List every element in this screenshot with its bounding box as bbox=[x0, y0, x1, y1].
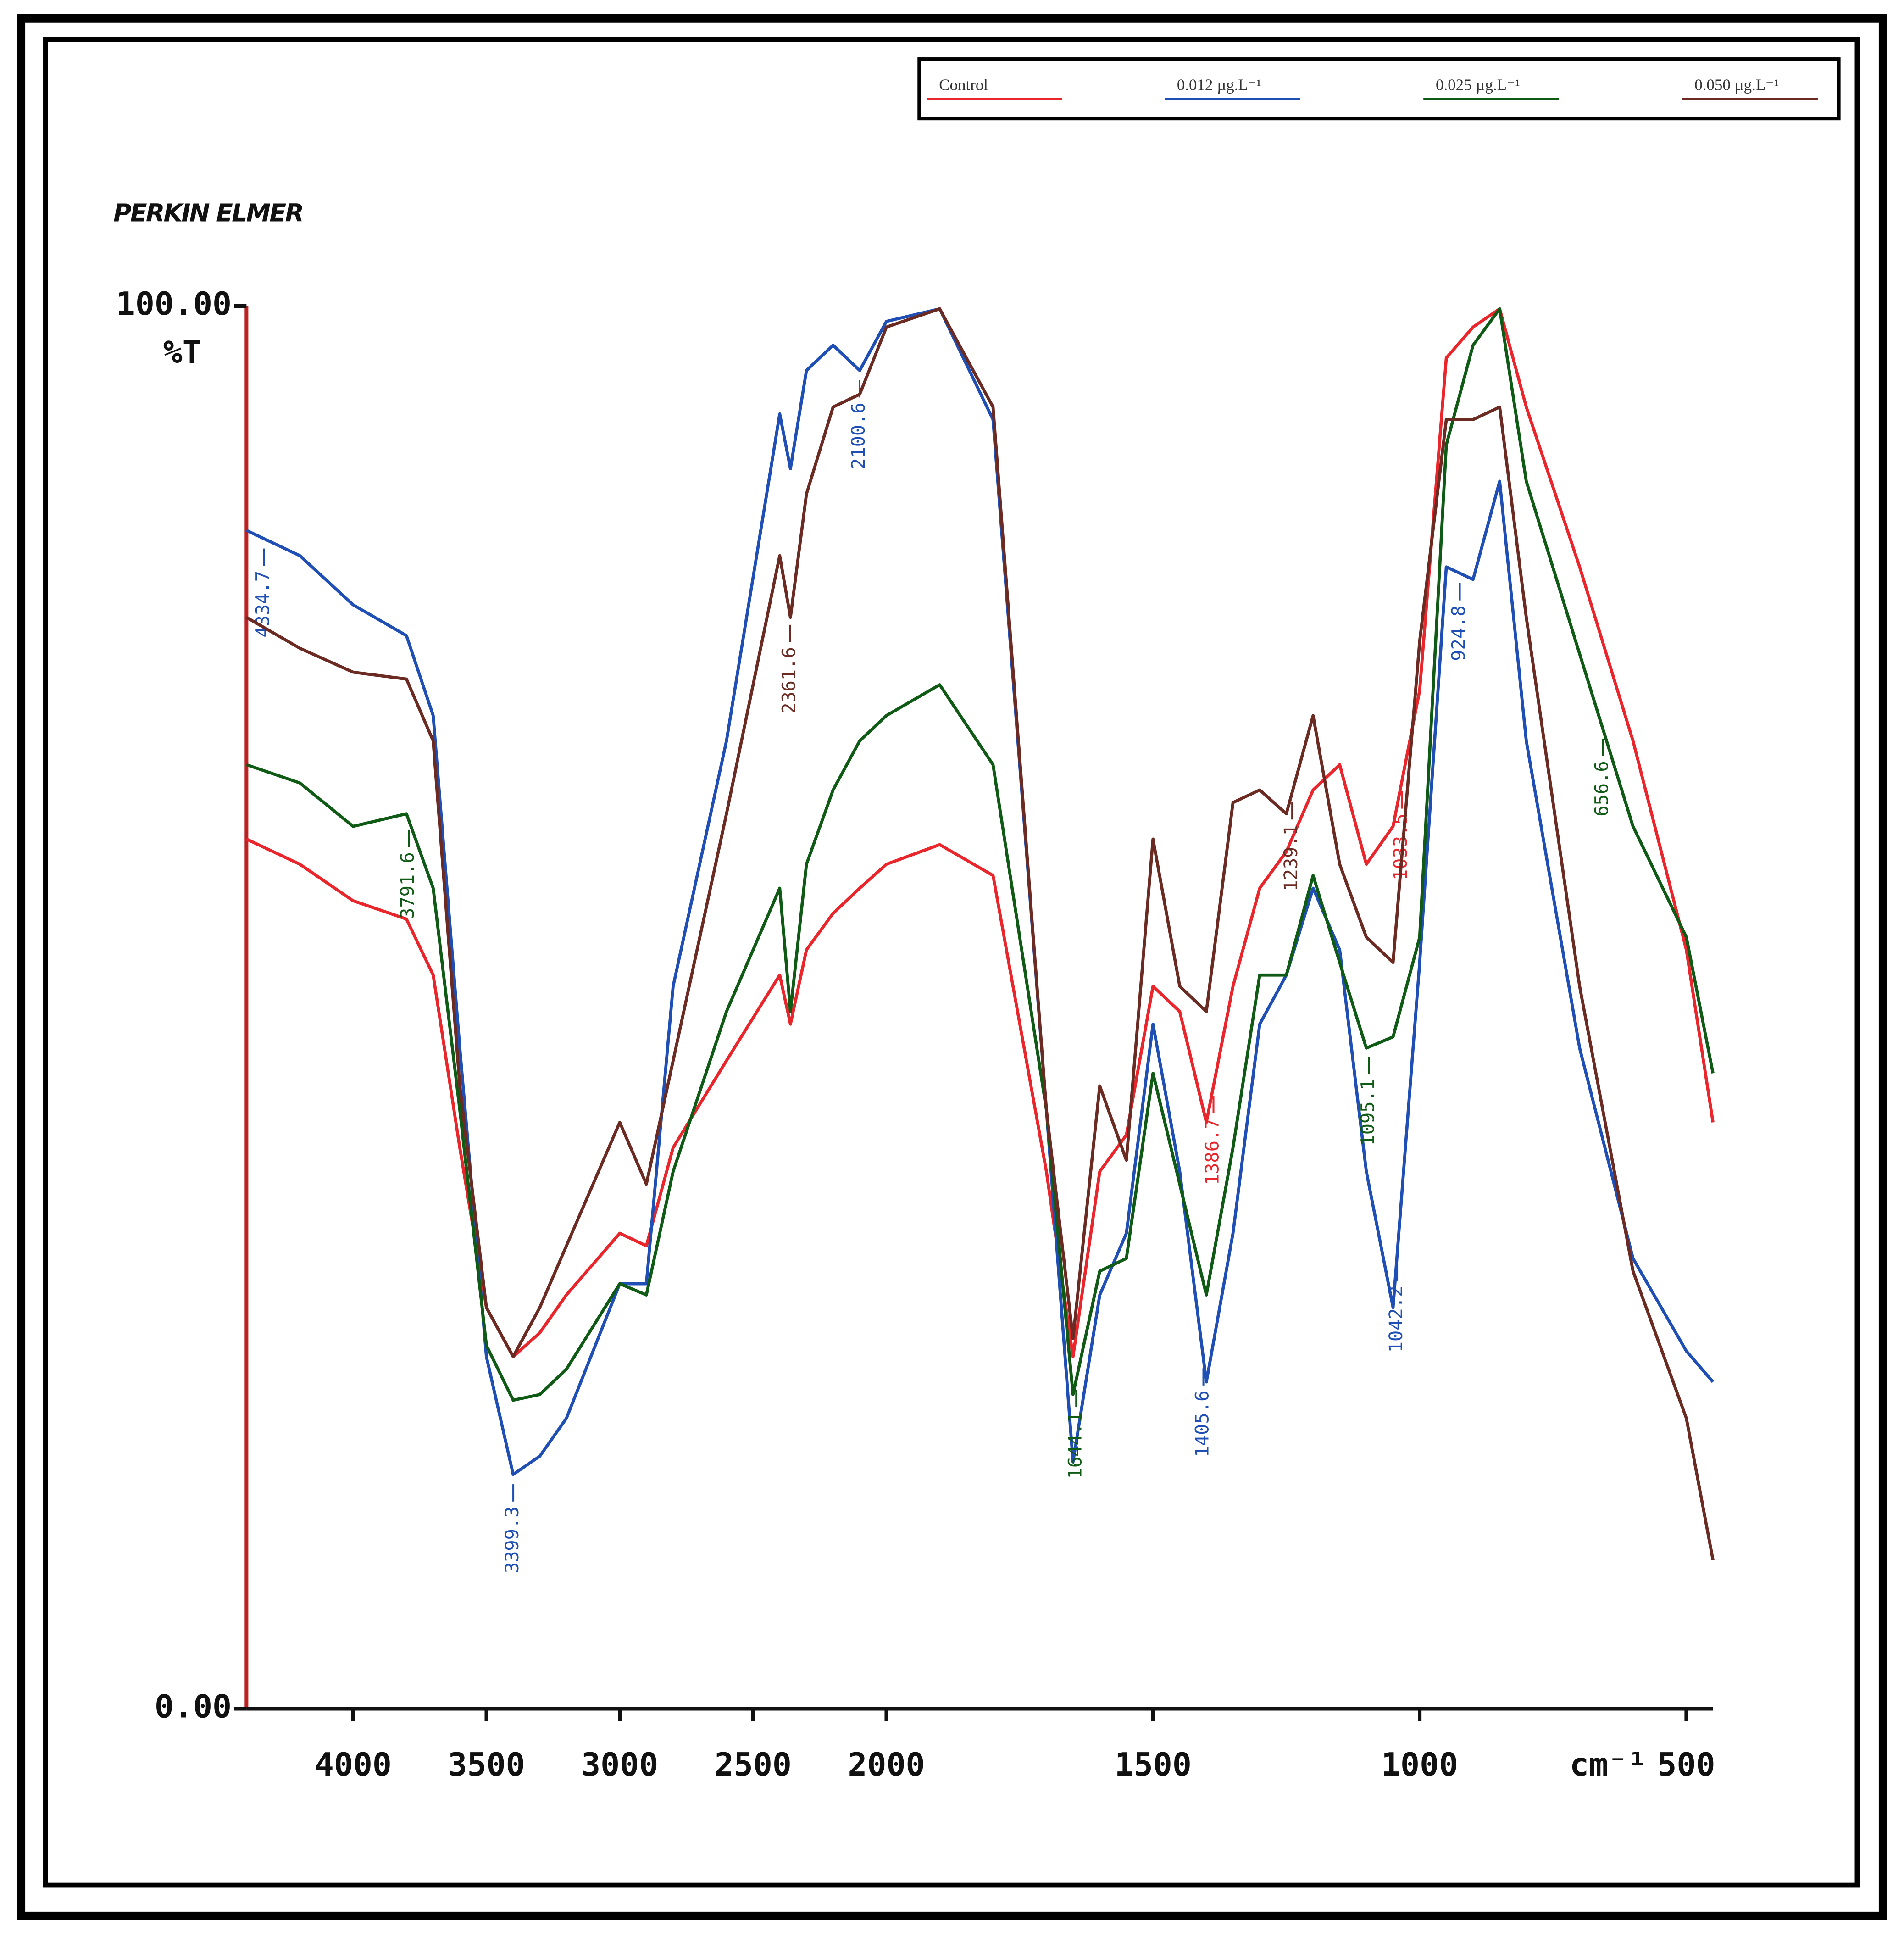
x-tick-label: 3000 bbox=[581, 1746, 658, 1783]
peak-label: 1095.1 bbox=[1357, 1079, 1379, 1146]
brand: PERKIN ELMER bbox=[113, 199, 303, 228]
legend-label: 0.025 µg.L⁻¹ bbox=[1436, 76, 1520, 94]
legend-label: Control bbox=[939, 76, 988, 94]
x-tick-label: 2000 bbox=[848, 1746, 925, 1783]
peak-label: 656.6 bbox=[1591, 761, 1612, 816]
x-tick-label: 1500 bbox=[1115, 1746, 1192, 1783]
spectrum-line bbox=[245, 307, 1715, 1358]
outer-frame bbox=[17, 14, 1887, 1920]
y-axis-label: %T bbox=[163, 334, 202, 371]
peak-label: 1239.1 bbox=[1280, 824, 1302, 891]
peak-label: 3399.3 bbox=[501, 1507, 523, 1574]
legend-label: 0.050 µg.L⁻¹ bbox=[1694, 76, 1779, 94]
peak-label: 3791.6 bbox=[397, 852, 418, 919]
legend-label: 0.012 µg.L⁻¹ bbox=[1177, 76, 1261, 94]
peak-label: 2100.6 bbox=[848, 402, 869, 469]
peak-label: 1405.6 bbox=[1192, 1391, 1213, 1458]
x-tick-label: 4000 bbox=[315, 1746, 392, 1783]
inner-frame bbox=[43, 37, 1860, 1888]
y-tick-label: 100.00 bbox=[116, 285, 232, 323]
x-axis-label: cm⁻¹ bbox=[1570, 1746, 1647, 1783]
x-tick-label: 3500 bbox=[448, 1746, 525, 1783]
x-tick-label: 1000 bbox=[1381, 1746, 1458, 1783]
y-tick-label: 0.00 bbox=[155, 1688, 232, 1725]
x-tick-label: 2500 bbox=[715, 1746, 792, 1783]
x-tick-label: 500 bbox=[1657, 1746, 1715, 1783]
peak-label: 1042.2 bbox=[1385, 1286, 1407, 1353]
spectrum-line bbox=[245, 307, 1715, 1561]
peak-label: 924.8 bbox=[1448, 605, 1470, 661]
peak-label: 2361.6 bbox=[778, 647, 799, 714]
peak-label: 1386.7 bbox=[1202, 1118, 1223, 1185]
legend-box bbox=[917, 57, 1841, 121]
peak-label: 1644.1 bbox=[1064, 1412, 1086, 1479]
